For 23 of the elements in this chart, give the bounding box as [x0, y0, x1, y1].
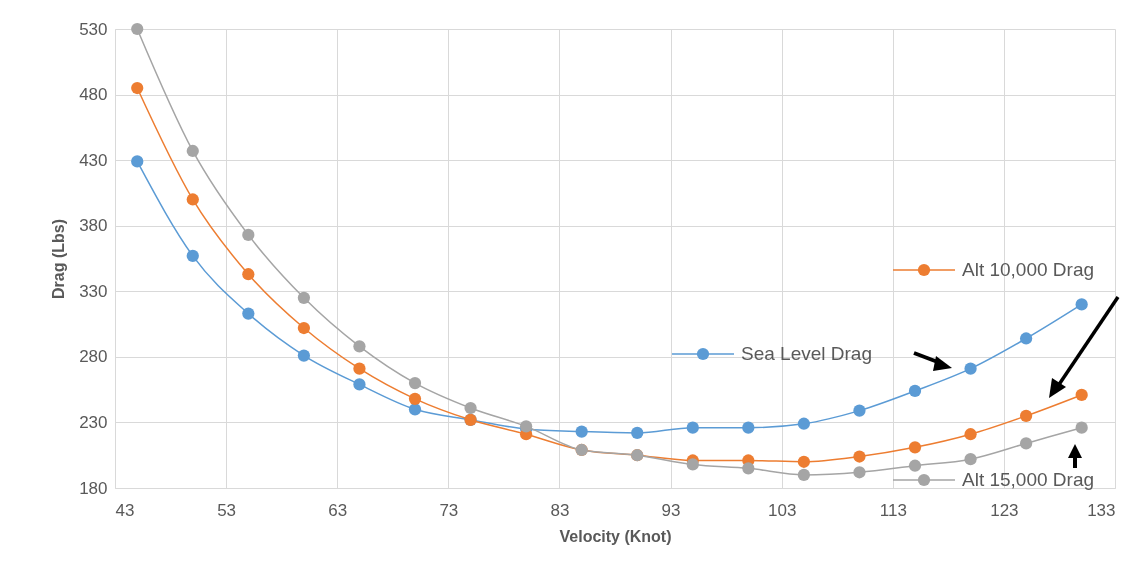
x-axis-title: Velocity (Knot) [559, 527, 672, 545]
legend-label: Alt 10,000 Drag [962, 259, 1095, 280]
x-tick-label: 83 [550, 500, 570, 520]
x-tick-label: 63 [328, 500, 348, 520]
x-tick-label: 73 [439, 500, 459, 520]
x-tick-label: 103 [767, 500, 797, 520]
x-tick-label: 133 [1087, 500, 1116, 520]
y-tick-label: 480 [79, 85, 108, 105]
x-tick-label: 53 [217, 500, 237, 520]
x-tick-label: 43 [115, 500, 135, 520]
y-tick-label: 430 [79, 150, 108, 170]
y-tick-label: 530 [79, 19, 108, 39]
y-axis-title: Drag (Lbs) [50, 219, 68, 299]
y-tick-label: 380 [79, 216, 108, 236]
x-tick-label: 113 [879, 500, 907, 520]
legend-label: Sea Level Drag [741, 343, 872, 364]
legend-label: Alt 15,000 Drag [962, 469, 1095, 490]
y-tick-label: 280 [79, 347, 108, 367]
y-tick-label: 330 [79, 281, 108, 301]
x-tick-label: 123 [990, 500, 1019, 520]
y-tick-label: 180 [79, 478, 108, 498]
y-tick-label: 230 [79, 412, 108, 432]
x-tick-label: 93 [661, 500, 681, 520]
